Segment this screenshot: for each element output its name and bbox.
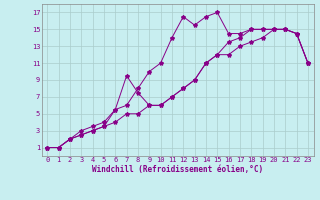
X-axis label: Windchill (Refroidissement éolien,°C): Windchill (Refroidissement éolien,°C) — [92, 165, 263, 174]
